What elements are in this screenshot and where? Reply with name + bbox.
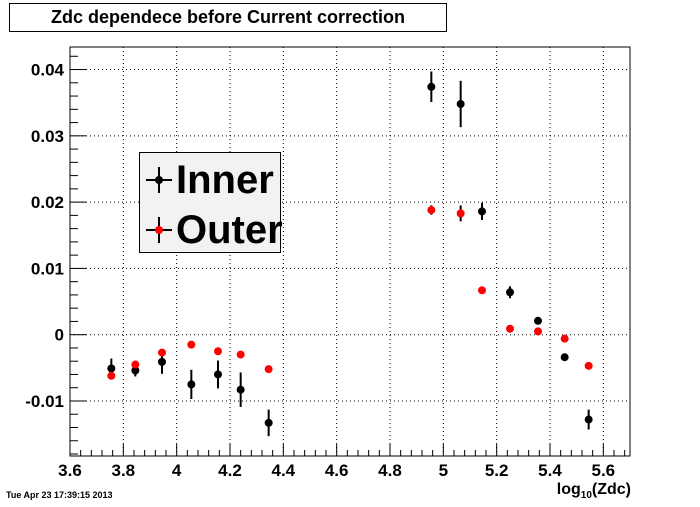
- data-point-inner: [534, 316, 542, 325]
- y-tick-label: -0.01: [25, 392, 64, 411]
- data-point-inner: [264, 418, 273, 427]
- data-point-inner: [107, 364, 116, 373]
- y-tick-label: 0.02: [31, 193, 64, 212]
- legend-marker-inner: [146, 167, 172, 193]
- x-tick-label: 5.6: [592, 461, 616, 480]
- timestamp: Tue Apr 23 17:39:15 2013: [6, 490, 113, 500]
- data-point-inner: [187, 380, 196, 389]
- y-tick-label: 0.04: [31, 61, 65, 80]
- data-point-inner: [158, 357, 166, 366]
- y-tick-label: 0.03: [31, 127, 64, 146]
- x-axis-label-tail: (Zdc): [591, 481, 631, 498]
- x-tick-label: 5.2: [485, 461, 509, 480]
- data-point-outer: [264, 365, 273, 374]
- data-point-outer: [456, 209, 465, 218]
- x-tick-label: 4.8: [378, 461, 402, 480]
- data-point-inner: [584, 415, 593, 424]
- x-tick-label: 4: [172, 461, 182, 480]
- legend-item-inner: Inner: [140, 155, 280, 205]
- x-tick-label: 3.8: [112, 461, 136, 480]
- legend-label-inner: Inner: [176, 158, 274, 202]
- y-tick-label: 0.01: [31, 259, 64, 278]
- data-point-inner: [456, 100, 465, 109]
- x-axis-label-main: log: [556, 481, 581, 498]
- data-point-inner: [214, 370, 222, 379]
- x-tick-label: 5.4: [538, 461, 562, 480]
- data-point-outer: [534, 327, 542, 336]
- data-point-outer: [158, 348, 166, 357]
- y-tick-label: 0: [55, 326, 64, 345]
- data-point-outer: [214, 347, 222, 356]
- chart-title: Zdc dependece before Current correction: [9, 3, 447, 32]
- data-point-outer: [107, 371, 116, 380]
- x-tick-label: 3.6: [58, 461, 82, 480]
- x-tick-label: 4.6: [325, 461, 349, 480]
- data-point-inner: [506, 288, 514, 297]
- data-point-outer: [187, 340, 196, 349]
- data-point-outer: [584, 361, 593, 370]
- data-point-inner: [236, 385, 245, 394]
- data-point-inner: [427, 82, 436, 91]
- x-tick-label: 5: [439, 461, 448, 480]
- data-point-outer: [131, 360, 140, 369]
- data-point-outer: [236, 350, 245, 359]
- data-point-outer: [478, 286, 486, 295]
- data-point-outer: [560, 334, 569, 343]
- data-point-inner: [131, 366, 140, 375]
- data-point-inner: [560, 353, 569, 362]
- x-tick-label: 4.2: [218, 461, 242, 480]
- x-axis-label: log10(Zdc): [557, 481, 631, 501]
- x-tick-label: 4.4: [272, 461, 296, 480]
- plot-frame: [69, 46, 631, 457]
- data-point-outer: [506, 324, 514, 333]
- legend-label-outer: Outer: [176, 208, 283, 252]
- data-point-inner: [478, 207, 486, 216]
- x-axis-label-sub: 10: [580, 490, 592, 502]
- data-point-outer: [427, 206, 436, 215]
- legend-marker-outer: [146, 217, 172, 243]
- legend-item-outer: Outer: [140, 205, 283, 255]
- legend: Inner Outer: [139, 152, 283, 255]
